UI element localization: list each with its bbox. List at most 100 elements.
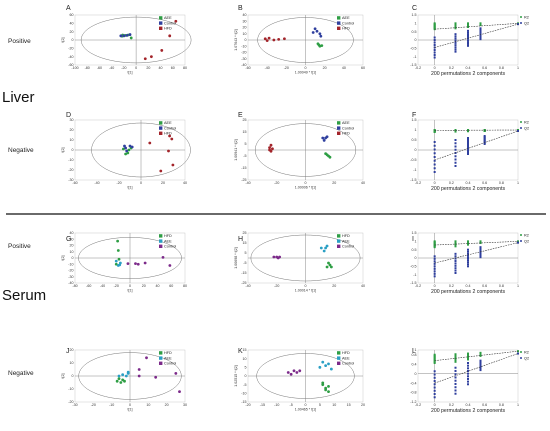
y-tick-label-k: -10 xyxy=(241,392,246,396)
y-tick-label-j: 0 xyxy=(72,374,74,378)
y-tick-label-g: -10 xyxy=(68,262,73,266)
x-tick-label-a: 20 xyxy=(146,66,150,70)
panel-c: C -0.2 0 0.2 0.4 0.6 0.8 1 -1.5 -1 -0.5 0 0.5 1 1.5 200… xyxy=(410,5,529,77)
data-point-a xyxy=(119,34,123,38)
x-tick-label-a: -20 xyxy=(121,66,126,70)
y-tick-label-c: -1 xyxy=(413,55,416,59)
permutation-point-i xyxy=(467,248,469,251)
data-point-k xyxy=(292,369,296,373)
data-point-h xyxy=(327,261,330,265)
x-tick-label-c: -0.2 xyxy=(415,66,421,70)
permutation-point-c xyxy=(454,44,457,47)
data-point-d xyxy=(125,149,129,153)
data-point-a xyxy=(125,34,129,37)
data-point-b xyxy=(316,42,320,46)
legend-marker-d xyxy=(159,121,163,125)
permutation-point-i xyxy=(454,262,457,265)
legend-marker-k xyxy=(337,361,341,365)
legend-label-a: HFD xyxy=(164,27,172,31)
permutation-point-l xyxy=(479,359,482,362)
y-tick-label-j: -10 xyxy=(68,387,73,391)
x-tick-label-f: 0.2 xyxy=(449,181,454,185)
data-point-a xyxy=(143,57,147,61)
x-tick-label-k: 15 xyxy=(347,403,351,407)
permutation-point-c xyxy=(467,22,469,25)
data-point-b xyxy=(319,34,323,38)
x-tick-label-d: 0 xyxy=(140,181,142,185)
x-tick-label-d: -40 xyxy=(94,181,99,185)
permutation-point-c xyxy=(479,36,482,39)
legend-label-b: AEE xyxy=(342,16,350,20)
data-point-g xyxy=(118,263,122,267)
y-tick-label-b: -10 xyxy=(241,44,246,48)
data-point-g xyxy=(136,262,140,266)
x-axis-label-l: 200 permutations 2 components xyxy=(431,408,506,414)
permutation-point-i xyxy=(479,247,482,250)
y-tick-label-d: -10 xyxy=(68,158,73,162)
data-point-h xyxy=(325,244,329,248)
data-point-g xyxy=(114,262,118,266)
y-axis-label-b: 1.07643 * t[2] xyxy=(234,29,238,50)
permutation-point-i xyxy=(467,252,469,255)
x-axis-label-g: t[1] xyxy=(128,289,133,293)
x-tick-label-g: -40 xyxy=(100,284,105,288)
x-tick-label-g: -60 xyxy=(86,284,91,288)
y-tick-label-e: -15 xyxy=(241,166,246,170)
permutation-point-i xyxy=(433,272,436,275)
panel-letter-l: L xyxy=(412,348,416,355)
permutation-point-i xyxy=(454,260,457,263)
legend-marker-j xyxy=(159,361,163,365)
x-tick-label-j: -10 xyxy=(109,403,114,407)
x-tick-label-a: -40 xyxy=(109,66,114,70)
permutation-point-l xyxy=(467,364,469,367)
permutation-point-l xyxy=(479,351,482,354)
data-point-j xyxy=(124,374,128,378)
y-axis-label-h: 1.00698 * t[2] xyxy=(234,247,238,268)
hotelling-ellipse-g xyxy=(78,237,182,279)
x-tick-label-f: 1 xyxy=(517,181,519,185)
y-tick-label-h: 25 xyxy=(243,231,247,235)
data-point-k xyxy=(321,381,325,385)
x-tick-label-k: -15 xyxy=(260,403,265,407)
permutation-point-l xyxy=(433,357,436,360)
permutation-point-c xyxy=(433,41,436,44)
x-tick-label-f: 0.6 xyxy=(482,181,487,185)
permutation-point-f xyxy=(433,129,436,131)
y-tick-label-l: -0.4 xyxy=(410,381,416,385)
legend-label-b: HFD xyxy=(342,27,350,31)
y-tick-label-l: -0.8 xyxy=(410,391,416,395)
data-point-g xyxy=(161,255,165,259)
permutation-point-f xyxy=(467,141,469,143)
y-tick-label-d: 30 xyxy=(70,118,74,122)
x-tick-label-g: -20 xyxy=(114,284,119,288)
x-tick-label-k: 5 xyxy=(319,403,321,407)
y-tick-label-d: 0 xyxy=(72,148,74,152)
data-point-g xyxy=(114,259,118,263)
data-point-h xyxy=(328,263,332,267)
x-tick-label-g: 60 xyxy=(169,284,173,288)
legend-label-b: Control xyxy=(342,21,354,25)
permutation-point-c xyxy=(479,27,482,30)
permutation-point-f xyxy=(467,137,469,139)
legend-marker-i xyxy=(520,234,522,236)
data-point-b xyxy=(315,29,319,33)
permutation-point-l xyxy=(433,393,436,396)
x-tick-label-c: 0.6 xyxy=(482,66,487,70)
legend-marker-h xyxy=(337,244,341,248)
data-point-e xyxy=(268,148,271,152)
panel-letter-a: A xyxy=(66,5,71,12)
legend-marker-j xyxy=(159,356,163,360)
hotelling-ellipse-e xyxy=(254,123,357,177)
permutation-point-c xyxy=(479,31,482,34)
y-axis-label-d: t[2] xyxy=(61,148,65,153)
permutation-point-l xyxy=(454,386,457,389)
data-point-a xyxy=(149,55,153,59)
x-tick-label-j: -30 xyxy=(72,403,77,407)
legend-marker-b xyxy=(337,21,341,25)
permutation-point-l xyxy=(454,376,457,379)
row-label-liver-negative: Negative xyxy=(8,147,34,154)
y-axis-label-g: t[2] xyxy=(61,256,65,261)
legend-marker-d xyxy=(159,126,163,130)
legend-marker-g xyxy=(159,244,163,248)
